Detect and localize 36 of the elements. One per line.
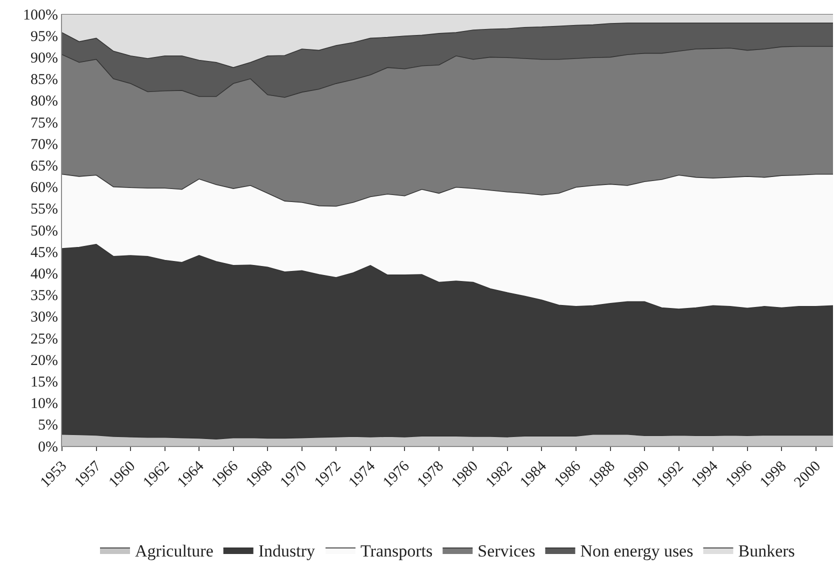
y-tick-label: 90% xyxy=(30,50,58,66)
x-tick-label: 1992 xyxy=(654,458,687,491)
x-tick-label: 1990 xyxy=(620,458,653,491)
legend-label: Bunkers xyxy=(738,542,795,561)
y-tick-label: 5% xyxy=(38,418,58,434)
y-tick-label: 100% xyxy=(23,7,58,24)
y-tick-label: 15% xyxy=(30,374,58,390)
y-tick-label: 10% xyxy=(30,396,58,412)
y-tick-label: 80% xyxy=(30,94,58,110)
x-tick-label: 1970 xyxy=(277,458,310,491)
y-tick-label: 50% xyxy=(30,223,58,240)
legend-label: Services xyxy=(478,542,536,561)
y-tick-label: 65% xyxy=(30,158,58,174)
legend-label: Agriculture xyxy=(135,542,214,561)
y-tick-label: 45% xyxy=(30,244,58,261)
x-tick-label: 1972 xyxy=(312,458,344,491)
y-tick-label: 60% xyxy=(30,180,58,196)
y-tick-label: 70% xyxy=(30,136,58,153)
y-tick-label: 20% xyxy=(30,352,58,369)
x-tick-label: 1982 xyxy=(483,458,516,491)
y-tick-label: 30% xyxy=(30,310,58,326)
y-tick-label: 55% xyxy=(30,202,58,218)
y-tick-label: 95% xyxy=(30,28,58,45)
y-tick-label: 0% xyxy=(38,439,58,456)
legend-label: Non energy uses xyxy=(580,542,694,561)
x-tick-label: 1960 xyxy=(106,458,139,491)
legend-label: Industry xyxy=(258,542,316,561)
y-tick-label: 85% xyxy=(30,72,58,88)
legend-label: Transports xyxy=(360,542,433,561)
x-tick-label: 1953 xyxy=(38,458,70,491)
y-tick-label: 35% xyxy=(30,288,58,304)
y-tick-label: 25% xyxy=(30,331,58,348)
x-tick-label: 1980 xyxy=(448,458,482,491)
y-tick-label: 40% xyxy=(30,266,58,282)
x-tick-label: 1962 xyxy=(140,458,173,491)
y-tick-label: 75% xyxy=(30,115,58,132)
